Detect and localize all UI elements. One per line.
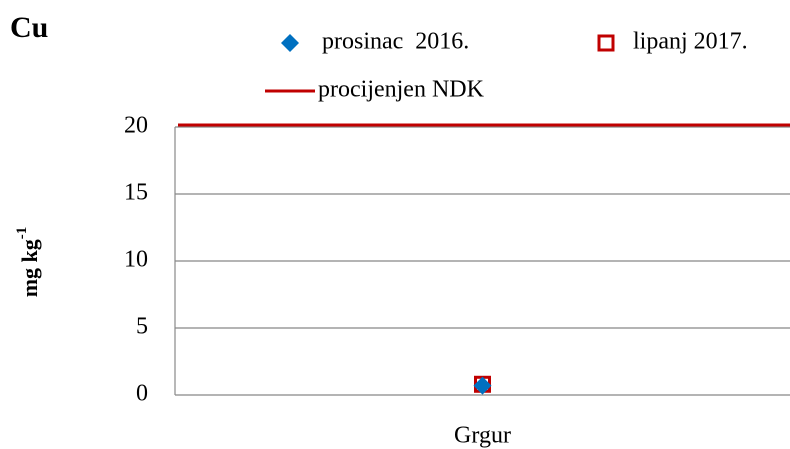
y-tick-label: 0 bbox=[136, 381, 148, 407]
y-axis-label-sup: -1 bbox=[14, 227, 30, 240]
legend-label: procijenjen NDK bbox=[318, 77, 485, 103]
legend-label: lipanj 2017. bbox=[633, 29, 748, 55]
y-tick-label: 20 bbox=[124, 113, 148, 139]
y-tick-label: 15 bbox=[124, 180, 148, 206]
legend-marker bbox=[597, 34, 615, 52]
chart-title: Cu bbox=[10, 11, 48, 44]
legend-label: prosinac 2016. bbox=[322, 29, 469, 55]
y-axis-label-text: mg kg bbox=[17, 239, 42, 297]
point bbox=[473, 376, 492, 395]
y-axis-label: mg kg-1 bbox=[14, 227, 42, 298]
y-tick-label: 10 bbox=[124, 247, 148, 273]
x-tick-label: Grgur bbox=[454, 423, 511, 449]
y-tick-label: 5 bbox=[136, 314, 148, 340]
legend-marker bbox=[281, 34, 299, 52]
